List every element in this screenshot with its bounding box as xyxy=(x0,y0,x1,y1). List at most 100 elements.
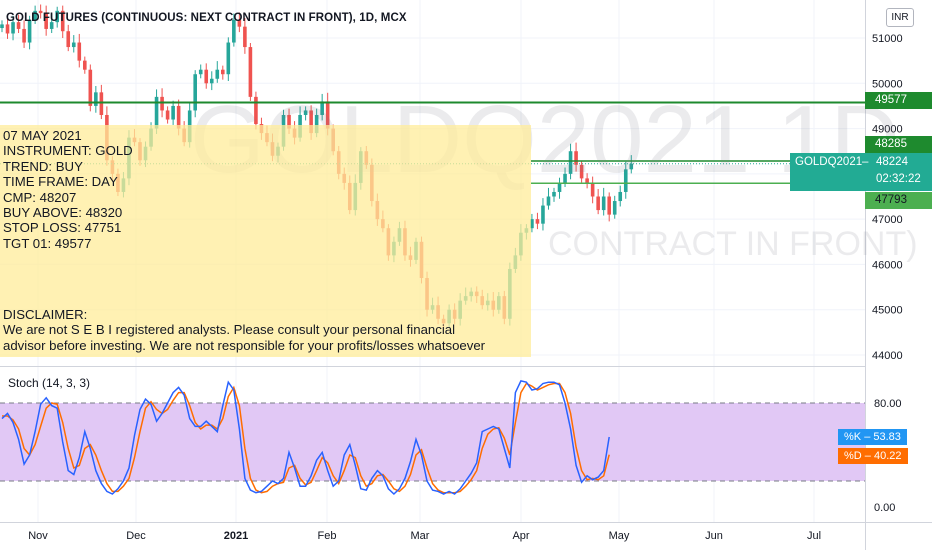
time-tick-label: Jun xyxy=(705,530,723,542)
disclaimer: DISCLAIMER: We are not S E B I registered… xyxy=(3,307,531,353)
candle-body xyxy=(60,10,65,32)
candle-body xyxy=(254,96,258,125)
candle-body xyxy=(232,19,236,43)
candle-body xyxy=(160,96,164,111)
candle-body xyxy=(221,69,225,75)
stoch-tick-label: 0.00 xyxy=(874,502,895,514)
candle-body xyxy=(530,219,534,229)
candle-body xyxy=(198,69,203,75)
candle-body xyxy=(563,173,567,183)
candle-body xyxy=(590,182,595,197)
time-tick-label: Jul xyxy=(807,530,821,542)
candle-body xyxy=(27,19,32,43)
candle-body xyxy=(44,13,48,29)
stoch-d-label: %D xyxy=(844,450,862,462)
candle-body xyxy=(243,26,247,48)
time-tick-label: Nov xyxy=(28,530,48,542)
time-axis[interactable]: Nov Dec 2021 Feb Mar Apr May Jun Jul xyxy=(28,530,821,542)
price-tick-label: 47000 xyxy=(872,214,903,226)
stoch-lines xyxy=(1,380,610,496)
candle-body xyxy=(5,24,10,34)
candle-body xyxy=(579,164,584,179)
note-line: BUY ABOVE: 48320 xyxy=(3,205,123,221)
candle-body xyxy=(541,205,545,224)
note-line: STOP LOSS: 47751 xyxy=(3,220,122,236)
candle-body xyxy=(11,22,15,34)
note-line: CMP: 48207 xyxy=(3,189,77,205)
price-tick-label: 49000 xyxy=(872,124,903,136)
candle-body xyxy=(154,96,159,129)
candle-body xyxy=(55,10,59,23)
candle-body xyxy=(320,101,324,115)
candle-body xyxy=(204,69,209,84)
candle-body xyxy=(585,178,589,183)
candle-body xyxy=(557,182,562,192)
candle-body xyxy=(38,10,43,14)
stoch-band xyxy=(0,403,865,481)
time-tick-label: Apr xyxy=(512,530,529,542)
watermark-subtitle: CONTRACT IN FRONT) xyxy=(548,225,918,263)
stoch-axis[interactable]: 80.00 0.00 xyxy=(874,398,902,514)
note-line: TGT 01: 49577 xyxy=(3,235,92,251)
candle-body xyxy=(0,24,4,29)
candle-body xyxy=(237,19,242,27)
candle-body xyxy=(33,10,37,20)
price-tick-label: 51000 xyxy=(872,33,903,45)
note-line: 07 MAY 2021 xyxy=(3,128,82,143)
price-tick-label: 46000 xyxy=(872,259,903,271)
candle-body xyxy=(66,31,71,48)
stoch-tick-label: 80.00 xyxy=(874,398,902,410)
price-tag-stop: 47793 xyxy=(865,192,932,209)
candle-body xyxy=(596,196,600,211)
candle-body xyxy=(629,163,634,170)
candle-body xyxy=(612,201,617,215)
candle-body xyxy=(171,105,175,120)
note-lines: 07 MAY 2021 INSTRUMENT: GOLD TREND: BUY TIM… xyxy=(3,128,528,251)
candle-body xyxy=(601,196,606,211)
price-tick-label: 50000 xyxy=(872,78,903,90)
separator: – xyxy=(864,431,874,443)
time-tick-label: 2021 xyxy=(224,530,248,542)
candle-body xyxy=(546,196,551,206)
candle-body xyxy=(552,191,556,197)
candle-body xyxy=(618,191,623,202)
candle-body xyxy=(209,78,214,84)
candle-body xyxy=(535,219,540,224)
candle-body xyxy=(77,42,82,61)
candle-body xyxy=(574,151,578,165)
stoch-d-pill: %D – 40.22 xyxy=(838,448,908,464)
countdown: 02:32:22 xyxy=(876,173,921,185)
time-tick-label: Dec xyxy=(126,530,146,542)
candle-body xyxy=(623,169,628,192)
stoch-k-value: 53.83 xyxy=(873,431,901,443)
candle-body xyxy=(226,42,231,75)
ticker-label: GOLDQ2021 xyxy=(795,156,863,168)
candle-body xyxy=(314,114,319,134)
candle-body xyxy=(215,69,220,79)
candle-body xyxy=(287,114,291,129)
candle-body xyxy=(176,105,181,129)
candle-body xyxy=(22,28,26,43)
candle-body xyxy=(309,110,313,134)
candle-body xyxy=(568,151,573,174)
stoch-k-line xyxy=(1,380,610,496)
price-tick-label: 44000 xyxy=(872,350,903,362)
currency-button[interactable]: INR xyxy=(886,8,914,27)
disclaimer-line: We are not S E B I registered analysts. … xyxy=(3,322,456,338)
note-line: TIME FRAME: DAY xyxy=(3,174,118,190)
disclaimer-line: DISCLAIMER: xyxy=(3,307,88,322)
candle-body xyxy=(71,42,76,48)
note-line: INSTRUMENT: GOLD xyxy=(3,143,133,159)
price-tag-buy: 48285 xyxy=(865,136,932,153)
disclaimer-line: advisor before investing. We are not res… xyxy=(3,337,486,353)
stoch-k-pill: %K – 53.83 xyxy=(838,429,907,445)
separator: – xyxy=(864,450,874,462)
last-price-tag: GOLDQ2021 – 48224 02:32:22 xyxy=(790,153,932,191)
candle-body xyxy=(83,60,87,70)
analysis-note: 07 MAY 2021 INSTRUMENT: GOLD TREND: BUY TIM… xyxy=(0,125,531,357)
time-tick-label: Mar xyxy=(411,530,430,542)
candle-body xyxy=(248,47,253,97)
stoch-indicator-label[interactable]: Stoch (14, 3, 3) xyxy=(8,376,91,390)
candle-body xyxy=(165,110,170,120)
candle-body xyxy=(49,22,54,29)
